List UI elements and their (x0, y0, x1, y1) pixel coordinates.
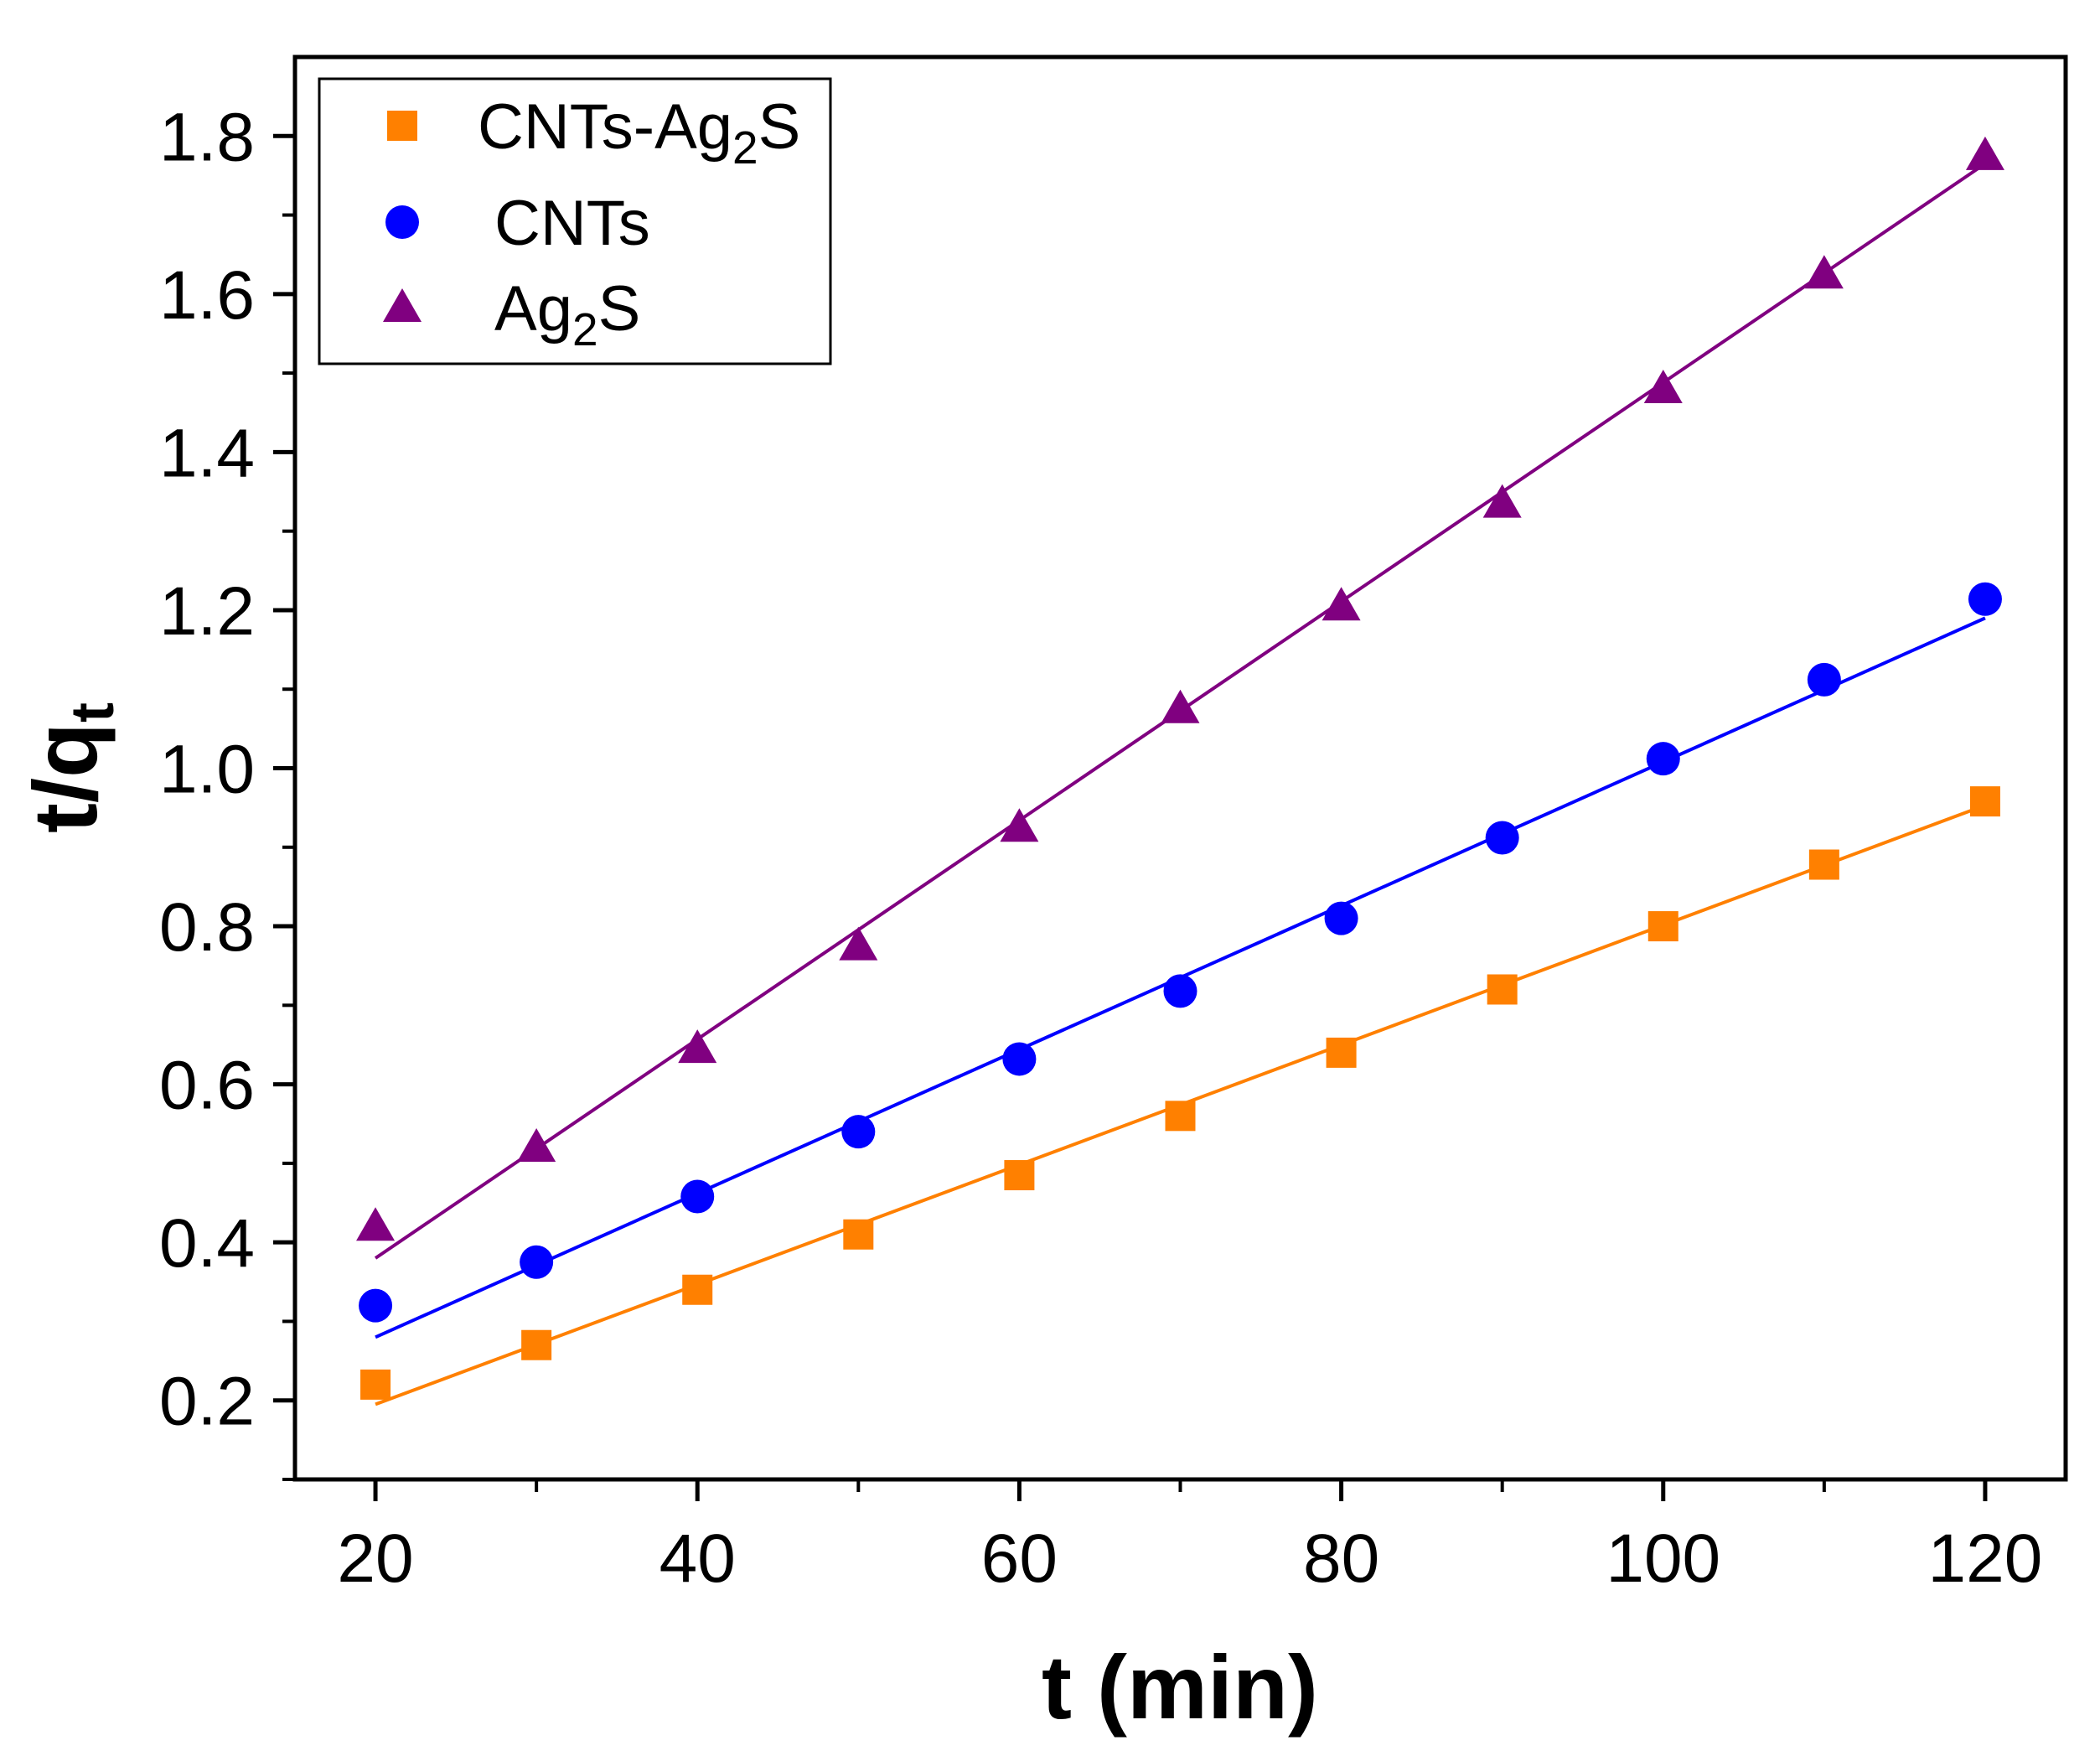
data-point-square (1647, 911, 1678, 942)
legend-marker-triangle (383, 288, 422, 322)
legend-label-text: S (598, 273, 641, 345)
data-point-triangle (1000, 808, 1039, 842)
data-point-circle (1002, 1042, 1037, 1076)
data-point-square (1487, 974, 1518, 1005)
data-points (356, 136, 2004, 1400)
data-point-square (1808, 849, 1839, 880)
y-tick-label: 1.6 (159, 257, 255, 334)
data-point-triangle (356, 1207, 396, 1241)
legend-label-text: S (758, 91, 801, 163)
legend-label-triangle: Ag2S (494, 273, 640, 355)
data-point-square (843, 1219, 874, 1250)
y-tick-label: 0.4 (159, 1205, 255, 1282)
y-tick-label: 0.6 (159, 1048, 255, 1124)
data-point-square (1004, 1160, 1035, 1191)
data-point-circle (520, 1245, 554, 1279)
data-point-triangle (1322, 587, 1361, 621)
data-point-square (1969, 786, 2000, 817)
legend-label-text: CNTs (494, 188, 650, 259)
legend-label-circle: CNTs (494, 188, 650, 259)
x-tick-label: 40 (659, 1520, 736, 1597)
y-tick-label: 0.8 (159, 889, 255, 966)
data-point-square (1165, 1101, 1196, 1132)
data-point-triangle (1482, 484, 1522, 518)
data-point-circle (680, 1179, 715, 1214)
legend-label-subscript: 2 (732, 122, 758, 174)
data-point-square (521, 1329, 552, 1360)
x-tick-label: 120 (1928, 1520, 2043, 1597)
legend-label-text: Ag (494, 273, 572, 345)
y-axis-title: t/qt (14, 702, 127, 833)
legend-label-text: CNTs-Ag (478, 91, 732, 163)
data-point-circle (1324, 901, 1358, 935)
y-tick-label: 1.0 (159, 732, 255, 808)
data-point-square (360, 1369, 391, 1400)
data-point-triangle (1161, 689, 1200, 723)
data-point-square (682, 1274, 713, 1305)
data-point-triangle (839, 926, 878, 961)
data-point-circle (1163, 974, 1197, 1008)
data-point-triangle (517, 1128, 556, 1163)
legend-marker-circle (385, 205, 419, 239)
data-point-triangle (678, 1029, 717, 1064)
x-tick-label: 80 (1303, 1520, 1379, 1597)
axis-ticks: 20 40 60 80 100 120 0.2 0.4 0.6 0.8 1.0 1.2 1.4 1.6 1.… (159, 99, 2042, 1597)
y-tick-label: 0.2 (159, 1364, 255, 1440)
data-point-circle (359, 1288, 393, 1323)
data-point-square (1326, 1037, 1357, 1068)
x-tick-label: 20 (337, 1520, 413, 1597)
x-axis-title: t (min) (1042, 1636, 1318, 1738)
data-point-circle (1968, 582, 2002, 616)
x-tick-label: 100 (1606, 1520, 1720, 1597)
data-point-triangle (1965, 136, 2004, 170)
data-point-triangle (1804, 255, 1844, 289)
y-axis-title-subscript: t (59, 702, 127, 723)
data-point-circle (1646, 742, 1680, 776)
data-point-triangle (1643, 369, 1683, 403)
y-tick-label: 1.4 (159, 415, 255, 491)
data-point-circle (1807, 662, 1841, 697)
y-tick-label: 1.8 (159, 99, 255, 175)
x-tick-label: 60 (981, 1520, 1058, 1597)
y-tick-label: 1.2 (159, 573, 255, 650)
legend-label-subscript: 2 (572, 303, 598, 355)
legend-label-square: CNTs-Ag2S (478, 91, 800, 174)
y-axis-title-main: t/q (14, 723, 116, 833)
legend-marker-square (387, 111, 417, 141)
data-point-circle (841, 1115, 876, 1149)
data-point-circle (1485, 821, 1519, 855)
